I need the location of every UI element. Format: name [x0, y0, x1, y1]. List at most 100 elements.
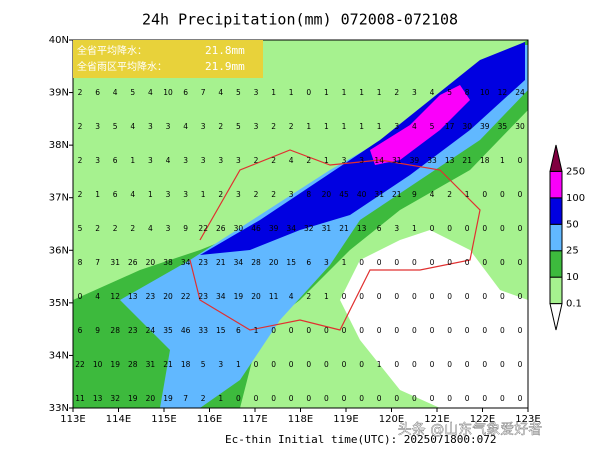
grid-value: 0 [430, 360, 435, 369]
grid-value: 0 [430, 326, 435, 335]
grid-value: 0 [482, 292, 487, 301]
grid-value: 12 [498, 88, 508, 97]
colorbar-label: 50 [566, 219, 579, 230]
x-tick-label: 114E [106, 414, 131, 425]
rain-100 [370, 85, 470, 165]
grid-value: 1 [148, 190, 153, 199]
grid-value: 2 [394, 88, 399, 97]
grid-value: 0 [500, 360, 505, 369]
grid-value: 0 [482, 326, 487, 335]
grid-value: 21 [392, 190, 402, 199]
grid-value: 0 [342, 326, 347, 335]
grid-value: 0 [500, 258, 505, 267]
grid-value: 13 [445, 156, 455, 165]
grid-value: 7 [201, 88, 206, 97]
title: 24h Precipitation(mm) 072008-072108 [142, 11, 458, 29]
grid-value: 0 [447, 326, 452, 335]
grid-value: 19 [128, 394, 138, 403]
x-tick-label: 118E [288, 414, 313, 425]
grid-value: 0 [271, 326, 276, 335]
grid-value: 6 [236, 326, 241, 335]
info-box: 全省平均降水： 21.8mm 全省雨区平均降水： 21.9mm [73, 40, 263, 78]
grid-value: 0 [465, 326, 470, 335]
grid-value: 45 [339, 190, 349, 199]
grid-value: 0 [465, 224, 470, 233]
grid-value: 1 [377, 88, 382, 97]
grid-value: 0 [500, 394, 505, 403]
grid-value: 5 [130, 88, 135, 97]
grid-value: 22 [198, 224, 208, 233]
grid-value: 1 [254, 326, 259, 335]
colorbar-label: 250 [566, 166, 585, 177]
grid-value: 4 [148, 88, 153, 97]
grid-value: 0 [465, 292, 470, 301]
grid-value: 0 [394, 394, 399, 403]
grid-value: 0 [518, 394, 523, 403]
grid-value: 0 [518, 258, 523, 267]
grid-value: 21 [163, 360, 173, 369]
grid-value: 0 [500, 190, 505, 199]
grid-value: 4 [289, 156, 294, 165]
grid-value: 33 [198, 326, 208, 335]
grid-value: 0 [289, 394, 294, 403]
grid-value: 9 [95, 326, 100, 335]
info-value: 21.8mm [205, 44, 245, 57]
grid-value: 0 [359, 394, 364, 403]
grid-value: 4 [166, 156, 171, 165]
grid-value: 0 [482, 360, 487, 369]
grid-value: 32 [304, 224, 314, 233]
grid-value: 0 [254, 360, 259, 369]
grid-value: 3 [342, 156, 347, 165]
grid-value: 21 [462, 156, 472, 165]
grid-value: 0 [324, 326, 329, 335]
grid-value: 18 [480, 156, 490, 165]
y-tick-label: 33N [49, 403, 69, 414]
grid-value: 6 [183, 88, 188, 97]
grid-value: 0 [342, 394, 347, 403]
grid-value: 8 [78, 258, 83, 267]
y-tick-label: 39N [49, 88, 69, 99]
grid-value: 2 [78, 88, 83, 97]
grid-value: 20 [163, 292, 173, 301]
grid-value: 0 [465, 394, 470, 403]
grid-value: 0 [482, 224, 487, 233]
grid-value: 1 [218, 394, 223, 403]
x-tick-label: 115E [151, 414, 176, 425]
grid-value: 1 [342, 122, 347, 131]
grid-value: 0 [518, 156, 523, 165]
grid-value: 1 [342, 258, 347, 267]
grid-value: 0 [447, 360, 452, 369]
no-rain [340, 230, 528, 408]
grid-value: 24 [515, 88, 525, 97]
grid-value: 4 [148, 224, 153, 233]
grid-value: 1 [271, 88, 276, 97]
colorbar-segment [549, 223, 563, 252]
grid-value: 19 [234, 292, 244, 301]
grid-value: 3 [166, 224, 171, 233]
grid-value: 2 [447, 190, 452, 199]
grid-value: 3 [254, 122, 259, 131]
grid-value: 28 [128, 360, 138, 369]
grid-value: 21 [216, 258, 226, 267]
grid-value: 5 [113, 122, 118, 131]
grid-value: 11 [75, 394, 85, 403]
grid-value: 4 [183, 122, 188, 131]
grid-value: 3 [183, 156, 188, 165]
grid-value: 1 [201, 190, 206, 199]
grid-value: 0 [394, 326, 399, 335]
y-tick-label: 37N [49, 193, 69, 204]
grid-value: 0 [271, 394, 276, 403]
grid-value: 2 [306, 156, 311, 165]
grid-value: 2 [254, 190, 259, 199]
grid-value: 34 [216, 292, 226, 301]
grid-value: 3 [412, 88, 417, 97]
grid-value: 2 [95, 224, 100, 233]
grid-value: 1 [359, 122, 364, 131]
grid-value: 0 [359, 326, 364, 335]
grid-value: 0 [500, 292, 505, 301]
grid-value: 20 [251, 292, 261, 301]
grid-value: 3 [201, 122, 206, 131]
x-tick-label: 116E [197, 414, 222, 425]
grid-value: 0 [394, 360, 399, 369]
grid-value: 1 [377, 122, 382, 131]
